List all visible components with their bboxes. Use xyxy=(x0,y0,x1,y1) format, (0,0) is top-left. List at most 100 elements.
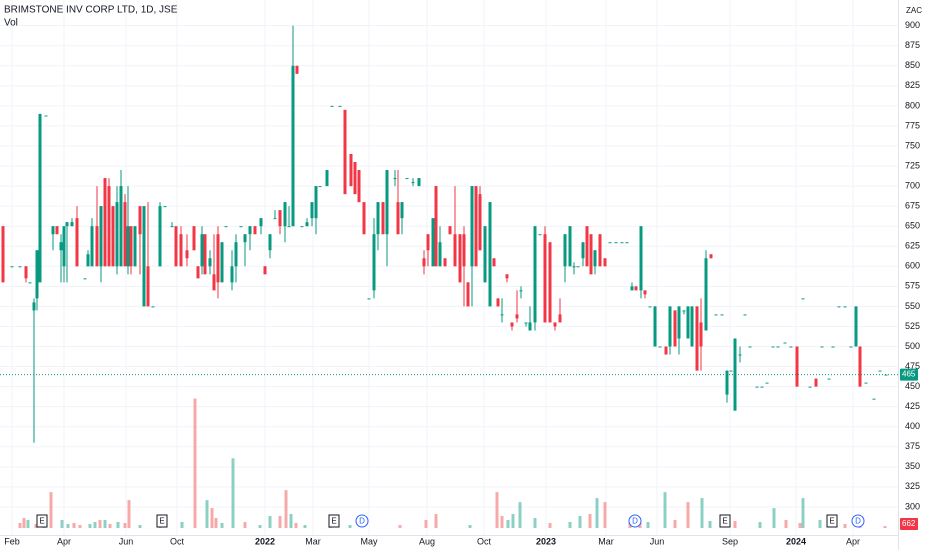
candle xyxy=(133,226,137,267)
candle xyxy=(353,162,357,195)
candle xyxy=(643,290,647,299)
volume-bar xyxy=(758,522,762,528)
candle-body xyxy=(203,234,207,275)
candle-body xyxy=(553,322,557,327)
candle-body xyxy=(864,382,868,384)
candle-body xyxy=(70,222,74,227)
candle xyxy=(488,202,492,307)
candle-body xyxy=(314,186,318,219)
candle-body xyxy=(837,306,841,308)
candle-body xyxy=(268,234,272,251)
candle-body xyxy=(1,226,5,283)
candle-body xyxy=(729,370,733,372)
candle-body xyxy=(690,306,694,347)
dividend-marker xyxy=(355,514,369,528)
event-label: E xyxy=(39,517,44,526)
candle xyxy=(83,278,87,280)
candle xyxy=(765,382,769,384)
candle xyxy=(558,298,562,323)
candle-body xyxy=(519,290,523,292)
last-price-label: 465 xyxy=(902,370,916,379)
candle-body xyxy=(55,226,59,235)
event-label: E xyxy=(722,517,727,526)
candle xyxy=(625,242,629,244)
candle-body xyxy=(648,306,652,308)
candle xyxy=(119,170,123,267)
candle xyxy=(35,250,39,311)
volume-bar xyxy=(103,520,107,528)
candle-body xyxy=(771,346,775,348)
candle-body xyxy=(760,386,764,388)
volume-bar xyxy=(500,516,504,528)
candle-body xyxy=(576,266,580,268)
candle xyxy=(18,266,22,268)
candle-body xyxy=(59,242,63,251)
candle xyxy=(548,242,552,323)
candle xyxy=(704,250,708,331)
candle xyxy=(230,250,234,291)
last-price-badge xyxy=(900,368,918,381)
candle-body xyxy=(283,202,287,227)
candle xyxy=(568,226,572,267)
candle xyxy=(515,290,519,323)
volume-bar xyxy=(506,520,510,528)
candle-body xyxy=(200,234,204,267)
candle xyxy=(107,178,111,267)
candle xyxy=(474,186,478,267)
candle xyxy=(203,234,207,275)
y-tick-label: 550 xyxy=(905,301,920,311)
candle-body xyxy=(259,218,263,227)
candle-body xyxy=(709,254,713,259)
candle xyxy=(639,226,643,299)
candle xyxy=(417,178,421,187)
candle-body xyxy=(783,342,787,344)
volume-bar xyxy=(424,520,428,528)
candle-body xyxy=(543,234,547,323)
candle-body xyxy=(400,202,404,219)
candle-body xyxy=(305,222,309,227)
candle xyxy=(343,109,347,195)
candle-body xyxy=(598,234,602,267)
volume-bar xyxy=(772,508,776,528)
candle-body xyxy=(123,202,127,267)
candle xyxy=(138,206,142,275)
currency-label[interactable]: ZAC xyxy=(906,6,922,15)
candle-body xyxy=(239,226,243,228)
candle-body xyxy=(151,306,155,308)
candle-body xyxy=(216,234,220,283)
candle xyxy=(103,178,107,267)
candle xyxy=(709,254,713,259)
y-tick-label: 300 xyxy=(905,501,920,511)
candle-body xyxy=(673,310,677,347)
candle-body xyxy=(614,242,618,244)
candle-body xyxy=(295,65,299,74)
candle xyxy=(729,370,733,372)
candle xyxy=(142,206,146,307)
candle-body xyxy=(568,226,572,267)
candle xyxy=(872,398,876,400)
candle-body xyxy=(208,258,212,267)
candle xyxy=(448,226,452,235)
candle xyxy=(212,234,216,291)
candle xyxy=(362,202,366,235)
candle xyxy=(563,234,567,283)
candle xyxy=(843,306,847,308)
candle-body xyxy=(62,226,66,267)
volume-bar xyxy=(801,498,805,528)
candle-body xyxy=(438,242,442,267)
x-tick-label: Apr xyxy=(57,536,71,546)
candle xyxy=(200,226,204,275)
volume-bar xyxy=(34,524,38,528)
candle xyxy=(837,306,841,308)
y-tick-label: 525 xyxy=(905,321,920,331)
candle xyxy=(748,346,752,348)
volume-bar xyxy=(49,492,53,528)
candle-body xyxy=(83,278,87,280)
candle xyxy=(400,202,404,235)
volume-bar xyxy=(784,520,788,528)
volume-bar xyxy=(231,458,235,528)
candle-body xyxy=(126,226,130,267)
candle-body xyxy=(426,234,430,251)
candle-body xyxy=(411,182,415,184)
candle xyxy=(367,298,371,300)
